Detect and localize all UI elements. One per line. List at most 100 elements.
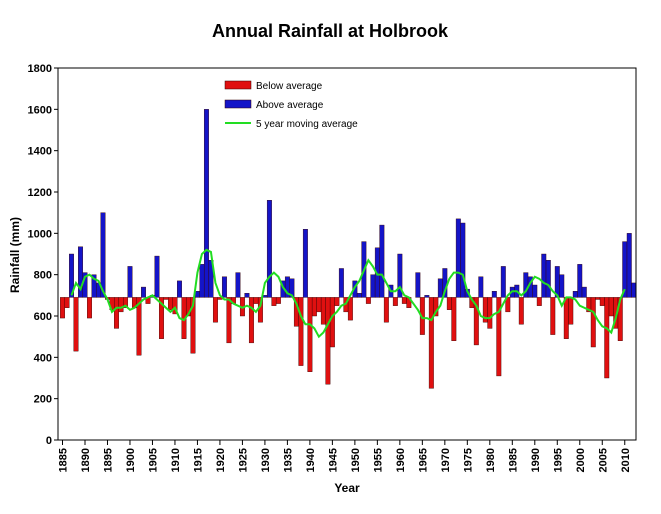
bar — [176, 280, 182, 298]
bar — [244, 293, 250, 298]
bar — [123, 297, 128, 308]
bar — [532, 284, 538, 298]
bar — [325, 297, 331, 385]
bar — [320, 297, 326, 325]
bar — [626, 233, 632, 298]
bar — [446, 297, 452, 310]
bar — [78, 246, 83, 298]
bar — [356, 293, 362, 298]
x-tick-label: 1935 — [282, 448, 294, 472]
bar — [212, 297, 218, 323]
bar — [141, 286, 146, 298]
bar — [316, 297, 322, 313]
y-tick-label: 200 — [34, 394, 52, 406]
bar — [172, 297, 178, 315]
bar — [154, 255, 160, 298]
bar — [253, 297, 259, 304]
y-axis-label: Rainfall (mm) — [8, 217, 22, 293]
plot-frame — [57, 67, 637, 441]
bar — [208, 260, 214, 298]
y-tick-label: 1800 — [28, 63, 52, 75]
bar — [226, 297, 232, 344]
legend-swatch — [224, 99, 252, 109]
x-tick-label: 1940 — [305, 448, 317, 472]
bar — [397, 253, 403, 298]
bar — [577, 264, 583, 298]
legend-label: Below average — [256, 81, 323, 92]
x-tick-label: 1910 — [170, 448, 182, 472]
bar — [199, 264, 205, 298]
y-tick-label: 600 — [34, 311, 52, 323]
x-tick-label: 1930 — [260, 448, 272, 472]
x-tick-label: 1965 — [417, 448, 429, 472]
bar — [590, 297, 596, 348]
bar — [370, 274, 376, 298]
y-tick-label: 1600 — [28, 104, 52, 116]
bar — [478, 276, 484, 298]
bar — [311, 297, 317, 317]
x-tick-label: 1895 — [102, 448, 114, 472]
x-tick-label: 1960 — [395, 448, 407, 472]
x-tick-label: 1975 — [462, 448, 474, 472]
bar — [114, 297, 119, 329]
bar — [338, 268, 344, 298]
bar — [541, 253, 547, 298]
moving-average-line — [70, 248, 626, 339]
bar — [581, 286, 587, 298]
y-tick-label: 400 — [34, 352, 52, 364]
bar — [550, 297, 556, 335]
bar — [631, 282, 637, 298]
bar — [599, 297, 605, 306]
x-tick-label: 1920 — [215, 448, 227, 472]
bar — [163, 297, 169, 300]
bar — [473, 297, 479, 346]
bar — [100, 212, 106, 298]
bar — [500, 266, 506, 298]
bar — [572, 291, 578, 298]
x-tick-label: 1915 — [192, 448, 204, 472]
bar — [334, 297, 340, 306]
bar — [60, 297, 65, 319]
bar — [622, 241, 628, 298]
bar — [271, 297, 277, 306]
x-tick-label: 2010 — [620, 448, 632, 472]
bar — [604, 297, 610, 379]
bar — [518, 297, 524, 325]
bar — [424, 295, 430, 298]
legend-label: 5 year moving average — [256, 119, 358, 130]
bar — [329, 297, 335, 348]
bar — [194, 291, 200, 298]
bar — [491, 291, 497, 298]
x-tick-label: 2000 — [575, 448, 587, 472]
bar — [248, 297, 254, 344]
bar — [455, 218, 461, 298]
bar — [87, 297, 92, 319]
x-tick-label: 1995 — [552, 448, 564, 472]
bar — [347, 297, 353, 321]
bar — [235, 272, 241, 298]
bar — [460, 222, 466, 298]
bar — [69, 253, 74, 298]
bar — [392, 297, 398, 306]
bar — [487, 297, 493, 329]
x-tick-label: 1985 — [507, 448, 519, 472]
x-tick-label: 1970 — [440, 448, 452, 472]
bar — [379, 224, 385, 298]
bar — [275, 297, 281, 304]
x-tick-label: 1905 — [147, 448, 159, 472]
bar — [568, 297, 574, 325]
x-tick-label: 1925 — [237, 448, 249, 472]
x-tick-label: 1945 — [327, 448, 339, 472]
x-tick-label: 1950 — [350, 448, 362, 472]
y-tick-label: 1200 — [28, 187, 52, 199]
bar — [307, 297, 313, 372]
bar — [608, 297, 614, 317]
bar — [428, 297, 434, 389]
y-tick-label: 1000 — [28, 228, 52, 240]
x-axis-label: Year — [334, 481, 360, 495]
bar — [536, 297, 542, 306]
y-tick-label: 800 — [34, 270, 52, 282]
bar — [415, 272, 421, 298]
